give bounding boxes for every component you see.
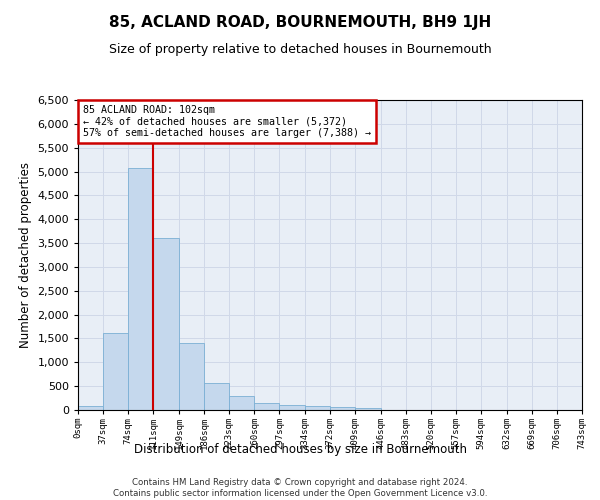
Bar [103, 332, 128, 410]
Text: Contains HM Land Registry data © Crown copyright and database right 2024.
Contai: Contains HM Land Registry data © Crown c… [113, 478, 487, 498]
Bar [204, 382, 229, 410]
Text: 85 ACLAND ROAD: 102sqm
← 42% of detached houses are smaller (5,372)
57% of semi-: 85 ACLAND ROAD: 102sqm ← 42% of detached… [83, 104, 371, 138]
Text: Distribution of detached houses by size in Bournemouth: Distribution of detached houses by size … [133, 442, 467, 456]
Bar [153, 238, 179, 410]
Y-axis label: Number of detached properties: Number of detached properties [19, 162, 32, 348]
Bar [280, 405, 305, 410]
Text: Size of property relative to detached houses in Bournemouth: Size of property relative to detached ho… [109, 42, 491, 56]
Text: 85, ACLAND ROAD, BOURNEMOUTH, BH9 1JH: 85, ACLAND ROAD, BOURNEMOUTH, BH9 1JH [109, 15, 491, 30]
Bar [229, 396, 254, 410]
Bar [78, 406, 103, 410]
Bar [128, 168, 153, 410]
Bar [331, 407, 355, 410]
Bar [355, 408, 380, 410]
Bar [254, 404, 280, 410]
Bar [305, 406, 331, 410]
Bar [179, 343, 204, 410]
